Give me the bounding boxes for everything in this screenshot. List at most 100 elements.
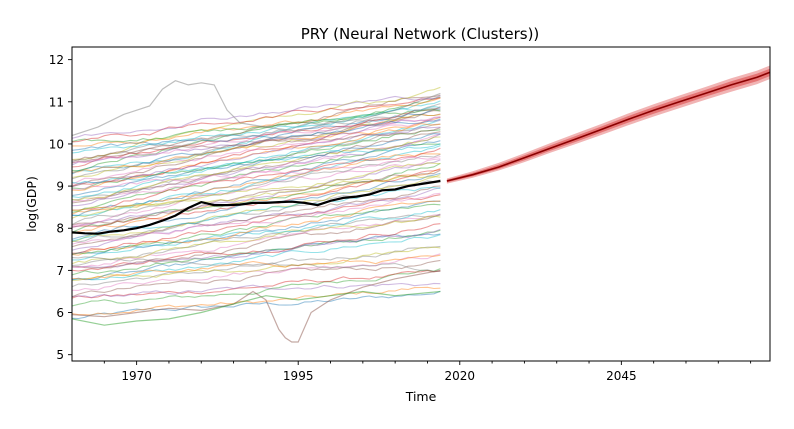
background-series-line bbox=[72, 167, 441, 234]
background-series-line bbox=[72, 228, 441, 269]
background-series-line bbox=[72, 213, 441, 267]
background-series-line bbox=[72, 209, 441, 261]
background-series-line bbox=[72, 169, 441, 226]
background-series-line bbox=[72, 245, 441, 288]
y-tick-label: 12 bbox=[49, 53, 64, 67]
background-series-line bbox=[72, 174, 441, 243]
background-series-line bbox=[72, 97, 441, 147]
x-tick-label: 2045 bbox=[606, 369, 637, 383]
background-series-line bbox=[72, 192, 441, 245]
background-series-line bbox=[72, 133, 441, 207]
background-series-line bbox=[72, 233, 441, 281]
background-series-line bbox=[72, 153, 441, 226]
background-series-line bbox=[72, 203, 441, 255]
chart-title: PRY (Neural Network (Clusters)) bbox=[301, 25, 540, 43]
plot-frame bbox=[71, 46, 771, 362]
background-series-line bbox=[72, 131, 441, 204]
background-series-line bbox=[72, 86, 441, 161]
background-series-line bbox=[72, 259, 441, 298]
y-axis-label: log(GDP) bbox=[24, 176, 39, 232]
background-series-line bbox=[72, 153, 441, 215]
background-series-line bbox=[72, 185, 441, 248]
y-tick-label: 7 bbox=[56, 264, 64, 278]
background-series-line bbox=[72, 114, 441, 179]
x-tick-label: 1970 bbox=[121, 369, 152, 383]
background-series-line bbox=[72, 136, 441, 201]
background-series-line bbox=[72, 140, 441, 216]
background-series-line bbox=[72, 162, 441, 219]
background-series-line bbox=[72, 187, 441, 242]
background-series-line bbox=[72, 106, 441, 168]
background-series-line bbox=[72, 254, 441, 280]
background-series-line bbox=[72, 94, 441, 164]
background-series-line bbox=[72, 107, 441, 163]
background-series-line bbox=[72, 159, 441, 228]
background-series-line bbox=[72, 200, 441, 256]
background-series-line bbox=[72, 119, 441, 199]
background-series-line bbox=[72, 246, 441, 282]
forecast-band-inner bbox=[446, 68, 770, 183]
x-axis: 1970 1995 2020 2045 bbox=[103, 361, 752, 383]
background-series-line bbox=[72, 223, 441, 272]
historical-average-line bbox=[72, 179, 441, 235]
background-series-line bbox=[72, 175, 441, 211]
x-tick-label: 1995 bbox=[283, 369, 314, 383]
background-series-line bbox=[72, 229, 441, 276]
background-series-line bbox=[72, 155, 441, 190]
background-series-line bbox=[72, 97, 441, 143]
x-axis-label: Time bbox=[405, 389, 437, 404]
background-series-line bbox=[72, 126, 441, 188]
background-series-line bbox=[72, 158, 441, 227]
background-series-line bbox=[72, 133, 441, 197]
background-series-line bbox=[72, 256, 441, 273]
forecast-band-group bbox=[446, 65, 770, 184]
background-series-line bbox=[72, 168, 441, 228]
background-series-line bbox=[72, 145, 441, 217]
background-series-line bbox=[72, 127, 441, 161]
background-series-line bbox=[72, 234, 441, 281]
background-series-line bbox=[72, 194, 441, 254]
background-series-line bbox=[72, 109, 441, 143]
background-series-volatile-high bbox=[72, 80, 441, 137]
y-tick-label: 5 bbox=[56, 348, 64, 362]
background-series-line bbox=[72, 123, 441, 173]
background-series-line bbox=[72, 95, 441, 139]
background-series-line bbox=[72, 290, 441, 320]
background-series-crash-series bbox=[72, 269, 441, 343]
background-series-line bbox=[72, 113, 441, 187]
background-series-line bbox=[72, 96, 441, 172]
background-series-line bbox=[72, 187, 441, 251]
y-tick-label: 8 bbox=[56, 222, 64, 236]
x-tick-label: 2020 bbox=[445, 369, 476, 383]
y-axis: 5 6 7 8 9 10 11 12 bbox=[49, 53, 72, 362]
background-series-line bbox=[72, 200, 441, 256]
background-series-line bbox=[72, 116, 441, 164]
y-tick-label: 6 bbox=[56, 306, 64, 320]
background-series-line bbox=[72, 133, 441, 203]
background-series-line bbox=[72, 143, 441, 213]
background-series-line bbox=[72, 215, 441, 265]
background-series-line bbox=[72, 116, 441, 192]
background-series-line bbox=[72, 129, 441, 190]
background-series-line bbox=[72, 214, 441, 269]
background-series-line bbox=[72, 123, 441, 201]
background-series-line bbox=[72, 117, 441, 166]
background-series-line bbox=[72, 253, 441, 291]
background-series-line bbox=[72, 118, 441, 151]
forecast-line bbox=[446, 71, 770, 182]
background-series-line bbox=[72, 110, 441, 187]
y-tick-label: 11 bbox=[49, 95, 64, 109]
background-series-line bbox=[72, 108, 441, 175]
background-series-group bbox=[72, 80, 441, 343]
main-series-group bbox=[72, 71, 770, 235]
background-series-line bbox=[72, 162, 441, 233]
y-tick-label: 10 bbox=[49, 137, 64, 151]
background-series-line bbox=[72, 147, 441, 211]
background-series-low-green bbox=[72, 290, 441, 326]
background-series-line bbox=[72, 282, 441, 299]
background-series-line bbox=[72, 143, 441, 184]
background-series-line bbox=[72, 106, 441, 154]
background-series-line bbox=[72, 103, 441, 180]
background-series-line bbox=[72, 213, 441, 268]
